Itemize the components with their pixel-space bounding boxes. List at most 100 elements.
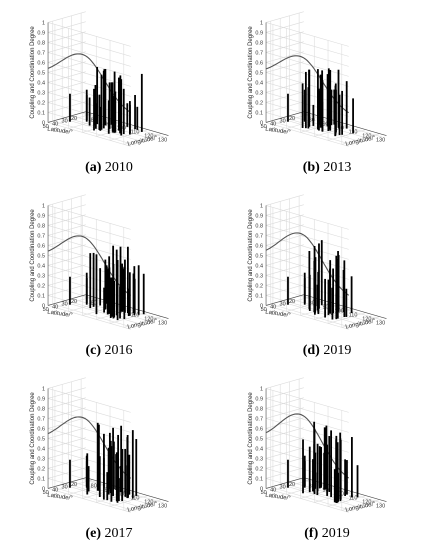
- chart-3d: 00.10.20.30.40.50.60.70.80.9180901001101…: [248, 194, 387, 331]
- z-tick-label: 1: [42, 20, 45, 26]
- caption-letter: (a): [85, 160, 102, 175]
- z-tick-label: 0.4: [37, 446, 45, 452]
- x-tick-label: 80: [309, 484, 315, 490]
- y-tick-label: 30: [280, 119, 286, 125]
- z-tick-label: 0: [260, 486, 263, 492]
- x-tick-label: 130: [158, 321, 167, 327]
- y-tick-label: 50: [43, 307, 49, 313]
- z-tick-label: 0.7: [255, 416, 263, 422]
- x-tick-label: 110: [131, 313, 140, 319]
- z-tick-label: 0.7: [255, 50, 263, 56]
- panel-caption: (d) 2019: [218, 343, 436, 359]
- z-tick-label: 0.8: [255, 40, 263, 46]
- z-tick-label: 0.9: [37, 396, 45, 402]
- y-tick-label: 30: [280, 485, 286, 491]
- z-tick-label: 0.5: [37, 436, 45, 442]
- z-tick-label: 0: [260, 303, 263, 309]
- x-tick-label: 130: [376, 504, 385, 510]
- caption-year: 2010: [104, 160, 133, 175]
- z-tick-label: 0.9: [255, 30, 263, 36]
- z-tick-label: 0.2: [37, 283, 45, 289]
- y-tick-label: 40: [52, 121, 58, 127]
- panel-caption: (a) 2010: [0, 160, 218, 176]
- z-tick-label: 0.8: [37, 40, 45, 46]
- z-tick-label: 0.7: [37, 50, 45, 56]
- y-tick-label: 40: [270, 304, 276, 310]
- panel-caption: (f) 2019: [218, 526, 436, 542]
- x-tick-label: 110: [131, 130, 140, 136]
- z-tick-label: 0.3: [37, 456, 45, 462]
- x-tick-label: 130: [376, 321, 385, 327]
- z-tick-label: 0.9: [255, 396, 263, 402]
- x-tick-label: 110: [349, 496, 358, 502]
- z-tick-label: 0.2: [37, 466, 45, 472]
- z-tick-label: 0.6: [37, 243, 45, 249]
- z-tick-label: 1: [260, 203, 263, 209]
- z-tick-label: 0.2: [255, 466, 263, 472]
- z-tick-label: 0.7: [37, 416, 45, 422]
- chart-panel-2: 00.10.20.30.40.50.60.70.80.9180901001101…: [218, 0, 436, 183]
- z-tick-label: 0.1: [37, 293, 45, 299]
- y-axis-label: Latitude/°: [265, 493, 292, 503]
- z-tick-label: 0.3: [255, 90, 263, 96]
- y-tick-label: 50: [261, 490, 267, 496]
- z-tick-label: 0.1: [37, 110, 45, 116]
- z-axis-label: Coupling and Coordination Degree: [30, 26, 36, 119]
- y-tick-label: 40: [52, 304, 58, 310]
- chart-3d: 00.10.20.30.40.50.60.70.80.9180901001101…: [248, 11, 387, 148]
- grid: [265, 377, 382, 513]
- z-tick-label: 0: [42, 486, 45, 492]
- x-tick-label: 110: [131, 496, 140, 502]
- z-tick-label: 0.7: [255, 233, 263, 239]
- y-tick-label: 40: [270, 487, 276, 493]
- z-tick-label: 0.5: [255, 70, 263, 76]
- z-tick-label: 1: [260, 386, 263, 392]
- z-tick-label: 0.8: [255, 406, 263, 412]
- panel-caption: (e) 2017: [0, 526, 218, 542]
- chart-panel-6: 00.10.20.30.40.50.60.70.80.9180901001101…: [218, 366, 436, 549]
- chart-panel-5: 00.10.20.30.40.50.60.70.80.9180901001101…: [0, 366, 218, 549]
- chart-panel-1: 00.10.20.30.40.50.60.70.80.9180901001101…: [0, 0, 218, 183]
- z-tick-label: 0.5: [37, 70, 45, 76]
- y-axis-label: Latitude/°: [47, 310, 74, 320]
- z-tick-label: 0.8: [37, 406, 45, 412]
- z-axis-label: Coupling and Coordination Degree: [30, 392, 36, 485]
- caption-letter: (b): [302, 160, 320, 175]
- z-tick-label: 0.9: [37, 30, 45, 36]
- chart-3d: 00.10.20.30.40.50.60.70.80.9180901001101…: [30, 194, 169, 331]
- z-tick-label: 0.1: [255, 110, 263, 116]
- z-tick-label: 0.8: [37, 223, 45, 229]
- x-tick-label: 90: [322, 122, 328, 128]
- caption-year: 2017: [104, 526, 133, 541]
- x-tick-label: 120: [362, 500, 371, 506]
- z-tick-label: 0.3: [37, 90, 45, 96]
- z-tick-label: 0: [42, 120, 45, 126]
- x-tick-label: 120: [362, 134, 371, 140]
- x-tick-label: 90: [322, 488, 328, 494]
- caption-year: 2019: [321, 526, 350, 541]
- z-tick-label: 0.6: [37, 426, 45, 432]
- z-tick-label: 0.4: [37, 80, 45, 86]
- x-tick-label: 110: [349, 313, 358, 319]
- z-tick-label: 0.1: [255, 476, 263, 482]
- z-tick-label: 0.8: [255, 223, 263, 229]
- z-tick-label: 0.2: [37, 100, 45, 106]
- caption-letter: (d): [302, 343, 320, 358]
- x-axis-label: Longitude/°: [127, 501, 159, 513]
- x-tick-label: 80: [309, 118, 315, 124]
- z-axis-label: Coupling and Coordination Degree: [30, 209, 36, 302]
- x-tick-label: 120: [144, 134, 153, 140]
- z-tick-label: 0.6: [255, 243, 263, 249]
- x-axis-label: Longitude/°: [345, 318, 377, 330]
- z-tick-label: 0.9: [37, 213, 45, 219]
- y-axis-label: Latitude/°: [47, 493, 74, 503]
- y-tick-label: 20: [71, 299, 77, 305]
- chart-panel-4: 00.10.20.30.40.50.60.70.80.9180901001101…: [218, 183, 436, 366]
- caption-letter: (c): [85, 343, 102, 358]
- x-tick-label: 120: [362, 317, 371, 323]
- caption-letter: (e): [85, 526, 102, 541]
- x-tick-label: 90: [104, 122, 110, 128]
- y-tick-label: 30: [280, 302, 286, 308]
- z-tick-label: 0: [260, 120, 263, 126]
- x-tick-label: 130: [158, 138, 167, 144]
